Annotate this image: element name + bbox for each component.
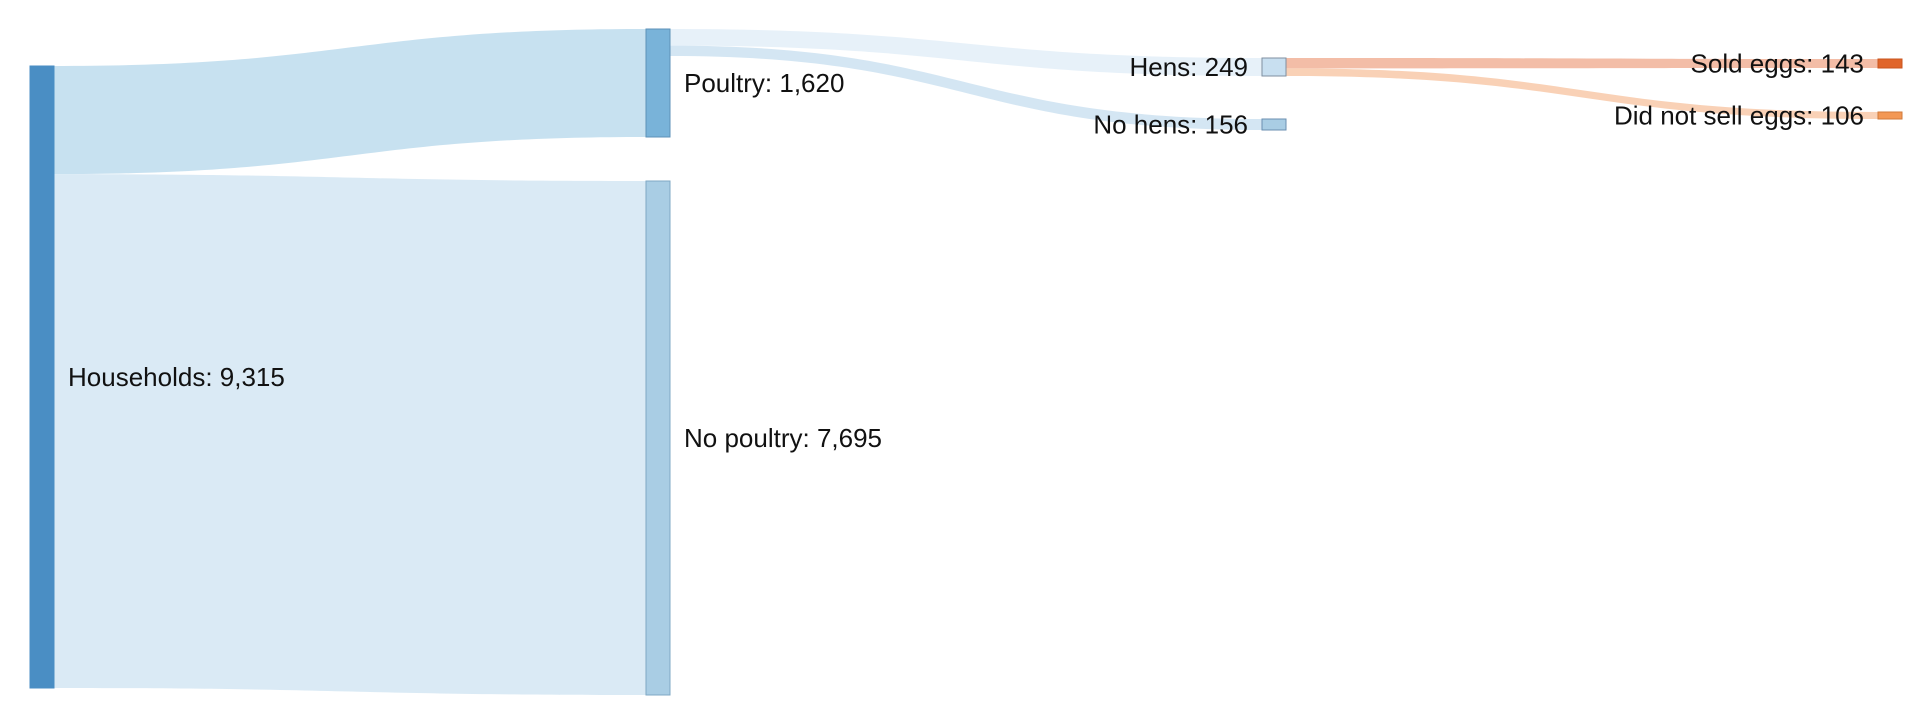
node-no_poultry [645, 180, 671, 696]
link-poultry-to-hens [670, 29, 1262, 76]
label-households: Households: 9,315 [68, 362, 285, 392]
node-no_hens [1261, 118, 1287, 131]
node-not_sold_eggs [1877, 111, 1903, 120]
node-sold_eggs [1877, 58, 1903, 69]
nodes-layer [29, 28, 1903, 696]
label-no_hens: No hens: 156 [1093, 110, 1248, 140]
link-hens-to-not_sold_eggs [1286, 68, 1878, 119]
link-households-to-no_poultry [54, 174, 646, 695]
label-not_sold_eggs: Did not sell eggs: 106 [1614, 101, 1864, 131]
label-sold_eggs: Sold eggs: 143 [1691, 49, 1864, 79]
node-households [29, 65, 55, 689]
label-poultry: Poultry: 1,620 [684, 68, 844, 98]
link-households-to-poultry [54, 29, 646, 175]
label-no_poultry: No poultry: 7,695 [684, 423, 882, 453]
node-hens [1261, 57, 1287, 77]
link-hens-to-sold_eggs [1286, 58, 1878, 69]
labels-layer: Households: 9,315 Poultry: 1,620 No poultr… [68, 49, 1864, 454]
links-layer [54, 29, 1878, 695]
link-poultry-to-no_hens [670, 45, 1262, 130]
node-poultry [645, 28, 671, 138]
label-hens: Hens: 249 [1129, 52, 1248, 82]
